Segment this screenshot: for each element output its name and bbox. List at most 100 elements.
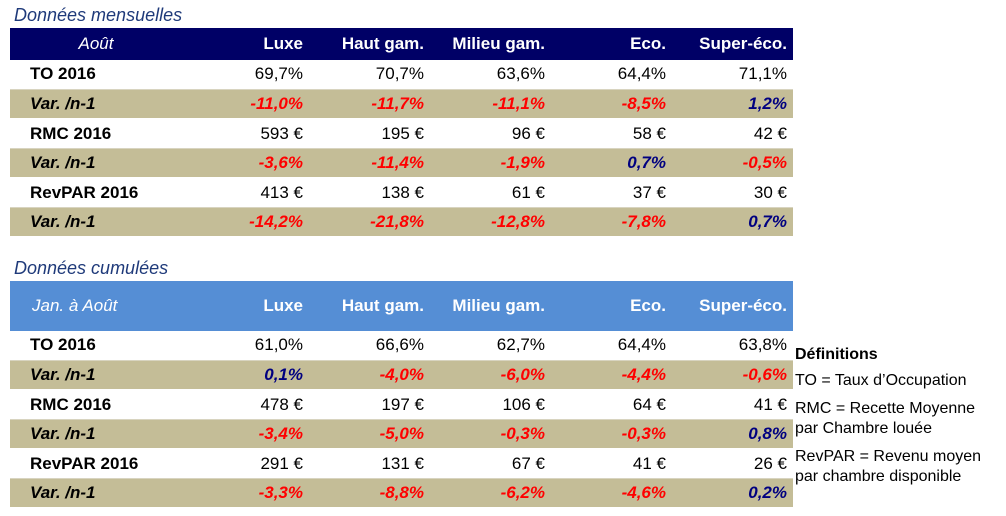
monthly-section-title: Données mensuelles (14, 5, 183, 25)
cell-luxe: -3,6% (258, 152, 303, 172)
column-header-haut-gamme: Haut gam. (341, 34, 424, 53)
cell-haut-gamme: -11,7% (371, 93, 424, 113)
definition-rmc: RMC = Recette Moyenne par Chambre louée (795, 400, 976, 437)
cell-haut-gamme: 131 € (381, 453, 424, 473)
monthly-table: Août Luxe Haut gam. Milieu gam. Eco. Super-éc… (10, 28, 793, 238)
cell-haut-gamme: 197 € (381, 394, 424, 414)
cell-eco: 64,4% (617, 335, 666, 355)
cell-super-eco: -0,5% (742, 152, 787, 172)
row-label: RMC 2016 (30, 123, 112, 143)
row-label: Var. /n-1 (30, 482, 96, 502)
cell-haut-gamme: -5,0% (379, 423, 424, 443)
row-label: RMC 2016 (30, 394, 112, 414)
row-label: Var. /n-1 (30, 364, 96, 384)
cell-milieu-gamme: -11,1% (492, 93, 545, 113)
cell-milieu-gamme: 61 € (511, 182, 545, 202)
cell-luxe: 291 € (260, 453, 303, 473)
row-label: Var. /n-1 (30, 152, 96, 172)
cell-milieu-gamme: -12,8% (491, 211, 545, 231)
cell-haut-gamme: 138 € (381, 182, 424, 202)
cell-eco: -4,6% (621, 482, 666, 502)
column-header-milieu-gamme: Milieu gam. (452, 296, 545, 315)
cell-eco: 64,4% (617, 64, 666, 84)
cell-luxe: -11,0% (250, 93, 303, 113)
cell-milieu-gamme: -6,0% (500, 364, 545, 384)
cell-luxe: -3,4% (258, 423, 303, 443)
cumulative-section-title: Données cumulées (14, 258, 169, 278)
variation-row: Var. /n-1 -3,4% -5,0% -0,3% -0,3% 0,8% (10, 419, 793, 449)
cell-super-eco: 41 € (753, 394, 787, 414)
definition-to: TO = Taux d’Occupation (795, 372, 967, 389)
cell-milieu-gamme: 106 € (502, 394, 545, 414)
table-row: RMC 2016 478 € 197 € 106 € 64 € 41 € (10, 390, 793, 419)
column-header-luxe: Luxe (263, 296, 303, 315)
table-row: RevPAR 2016 291 € 131 € 67 € 41 € 26 € (10, 449, 793, 478)
cell-haut-gamme: -11,4% (371, 152, 424, 172)
cell-eco: -4,4% (621, 364, 666, 384)
cell-eco: 37 € (632, 182, 666, 202)
variation-row: Var. /n-1 -3,3% -8,8% -6,2% -4,6% 0,2% (10, 478, 793, 508)
column-header-luxe: Luxe (263, 34, 303, 53)
cell-eco: 0,7% (627, 152, 666, 172)
cell-luxe: 61,0% (254, 335, 303, 355)
cell-super-eco: 0,8% (748, 423, 787, 443)
cell-milieu-gamme: 62,7% (496, 335, 545, 355)
cell-haut-gamme: -4,0% (379, 364, 424, 384)
cell-super-eco: 0,7% (748, 211, 787, 231)
definition-revpar: RevPAR = Revenu moyen par chambre dispon… (795, 448, 982, 485)
table-row: TO 2016 61,0% 66,6% 62,7% 64,4% 63,8% (10, 331, 793, 360)
row-label: TO 2016 (30, 335, 96, 355)
row-label: Var. /n-1 (30, 423, 96, 443)
cell-super-eco: 30 € (753, 182, 787, 202)
column-header-eco: Eco. (630, 296, 666, 315)
monthly-header-row: Août Luxe Haut gam. Milieu gam. Eco. Super-éc… (10, 28, 793, 60)
cell-super-eco: 71,1% (738, 64, 787, 84)
cell-milieu-gamme: -0,3% (500, 423, 545, 443)
row-label: RevPAR 2016 (30, 182, 139, 202)
variation-row: Var. /n-1 -14,2% -21,8% -12,8% -7,8% 0,7% (10, 207, 793, 237)
cell-eco: -7,8% (621, 211, 666, 231)
cell-luxe: -14,2% (249, 211, 303, 231)
cell-haut-gamme: 70,7% (375, 64, 424, 84)
variation-row: Var. /n-1 0,1% -4,0% -6,0% -4,4% -0,6% (10, 360, 793, 390)
cell-eco: 41 € (632, 453, 666, 473)
row-label: RevPAR 2016 (30, 453, 139, 473)
cell-milieu-gamme: 67 € (511, 453, 545, 473)
column-header-label: Jan. à Août (32, 296, 118, 315)
variation-row: Var. /n-1 -3,6% -11,4% -1,9% 0,7% -0,5% (10, 148, 793, 178)
cell-super-eco: 26 € (753, 453, 787, 473)
column-header-haut-gamme: Haut gam. (341, 296, 424, 315)
table-row: RevPAR 2016 413 € 138 € 61 € 37 € 30 € (10, 178, 793, 207)
cell-luxe: 413 € (260, 182, 303, 202)
row-label: TO 2016 (30, 64, 96, 84)
cell-haut-gamme: 195 € (381, 123, 424, 143)
row-label: Var. /n-1 (30, 93, 96, 113)
table-row: RMC 2016 593 € 195 € 96 € 58 € 42 € (10, 119, 793, 148)
cell-super-eco: 63,8% (738, 335, 787, 355)
cell-eco: 58 € (632, 123, 666, 143)
cell-luxe: -3,3% (258, 482, 303, 502)
cell-super-eco: 0,2% (748, 482, 787, 502)
variation-row: Var. /n-1 -11,0% -11,7% -11,1% -8,5% 1,2% (10, 89, 793, 119)
cell-haut-gamme: -8,8% (379, 482, 424, 502)
table-row: TO 2016 69,7% 70,7% 63,6% 64,4% 71,1% (10, 60, 793, 89)
cell-milieu-gamme: 96 € (511, 123, 545, 143)
cell-milieu-gamme: -6,2% (500, 482, 545, 502)
column-header-super-eco: Super-éco. (699, 34, 787, 53)
cell-luxe: 0,1% (264, 364, 303, 384)
row-label: Var. /n-1 (30, 211, 96, 231)
cell-luxe: 478 € (260, 394, 303, 414)
cell-super-eco: 42 € (753, 123, 787, 143)
column-header-label: Août (78, 34, 114, 53)
cell-haut-gamme: -21,8% (370, 211, 424, 231)
definitions-title: Définitions (795, 346, 878, 363)
column-header-super-eco: Super-éco. (699, 296, 787, 315)
cell-haut-gamme: 66,6% (375, 335, 424, 355)
cell-milieu-gamme: 63,6% (496, 64, 545, 84)
cell-super-eco: 1,2% (748, 93, 787, 113)
cumulative-table: Jan. à Août Luxe Haut gam. Milieu gam. Eco. S… (10, 281, 793, 509)
cell-super-eco: -0,6% (742, 364, 787, 384)
cumulative-header-row: Jan. à Août Luxe Haut gam. Milieu gam. Eco. S… (10, 281, 793, 331)
definitions-panel: Définitions TO = Taux d’Occupation RMC =… (795, 345, 995, 495)
column-header-eco: Eco. (630, 34, 666, 53)
